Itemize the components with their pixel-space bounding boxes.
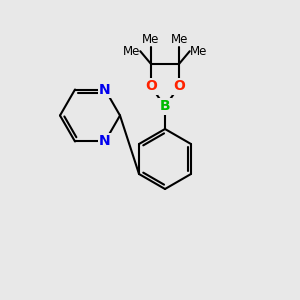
Text: N: N xyxy=(99,134,111,148)
Text: N: N xyxy=(99,82,111,97)
Text: O: O xyxy=(145,79,157,93)
Text: Me: Me xyxy=(190,45,207,58)
Text: B: B xyxy=(160,100,170,113)
Text: Me: Me xyxy=(142,33,160,46)
Text: Me: Me xyxy=(123,45,140,58)
Text: O: O xyxy=(173,79,185,93)
Text: Me: Me xyxy=(170,33,188,46)
